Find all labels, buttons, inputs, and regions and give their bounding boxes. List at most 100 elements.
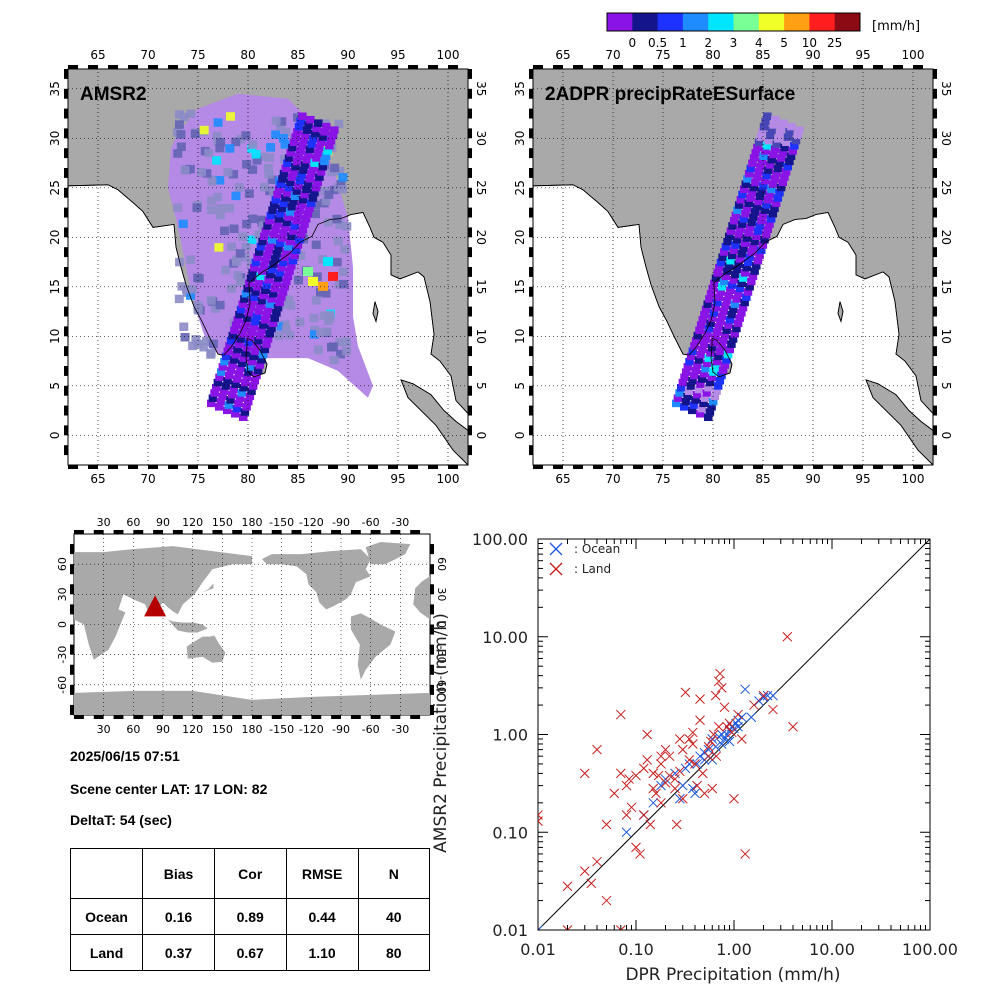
precip-cell	[285, 267, 294, 275]
precip-cell	[265, 300, 275, 308]
precip-cell	[264, 305, 273, 314]
lat-tick-label: 20	[474, 230, 488, 245]
precip-cell	[214, 243, 224, 252]
marker-stroke	[680, 687, 691, 698]
precip-cell	[739, 274, 748, 282]
marker-stroke	[601, 895, 612, 906]
precip-cell	[724, 262, 734, 270]
legend-label: : Ocean	[574, 542, 620, 556]
precip-cell	[256, 243, 266, 251]
world-lon-tick-label: 120	[182, 723, 203, 736]
precip-cell	[248, 269, 257, 277]
precip-cell	[196, 167, 206, 177]
lat-tick-label: 35	[474, 81, 488, 96]
world-lon-tick-label: 30	[97, 723, 111, 736]
precip-cell	[673, 394, 683, 402]
scatter-point-land	[626, 802, 637, 813]
precip-cell	[749, 213, 758, 221]
scatter-point-land	[703, 741, 714, 752]
marker-stroke	[549, 542, 563, 556]
precip-cell	[711, 274, 721, 282]
precip-cell	[274, 274, 283, 282]
precip-cell	[232, 257, 242, 267]
precip-cell	[691, 366, 701, 375]
precip-cell	[325, 310, 335, 320]
precip-cell	[265, 153, 275, 162]
precip-cell	[297, 171, 307, 180]
scatter-point-land	[736, 734, 747, 744]
scatter-point-land	[579, 866, 590, 877]
precip-cell	[762, 201, 771, 209]
precip-cell	[221, 352, 231, 361]
precip-cell	[201, 336, 211, 346]
precip-cell	[752, 173, 762, 181]
precip-cell	[709, 338, 719, 347]
lon-tick-label: 100	[902, 472, 925, 486]
border-check	[468, 88, 472, 99]
precip-cell	[178, 219, 188, 229]
border-check	[390, 715, 401, 719]
marker-stroke	[621, 780, 632, 791]
precip-cell	[780, 173, 789, 181]
border-check	[529, 405, 533, 416]
marker-stroke	[615, 709, 626, 720]
precip-cell	[309, 135, 318, 143]
precip-cell	[296, 117, 305, 126]
stats-cell: 0.67	[213, 934, 287, 971]
world-lat-tick-label: 60	[435, 557, 448, 571]
precip-cell	[279, 199, 289, 207]
precip-cell	[791, 136, 801, 145]
precip-cell	[330, 163, 340, 173]
border-check	[813, 465, 823, 469]
precip-cell	[727, 310, 736, 319]
border-check	[108, 65, 118, 69]
precip-cell	[179, 112, 189, 122]
scatter-point-ocean	[677, 780, 688, 791]
lat-tick-label: 15	[513, 279, 527, 294]
precip-cell	[313, 178, 323, 187]
border-check	[430, 564, 434, 575]
precip-cell	[288, 256, 298, 265]
marker-stroke	[716, 729, 727, 740]
precip-cell	[695, 326, 704, 335]
border-check	[188, 465, 198, 469]
border-check	[468, 187, 472, 198]
precip-cell	[258, 350, 268, 359]
precip-cell	[255, 248, 264, 256]
precip-cell	[177, 282, 187, 291]
precip-cell	[332, 257, 342, 267]
map-title-amsr2: AMSR2	[80, 84, 147, 105]
marker-stroke	[687, 727, 698, 738]
world-lon-tick-label: -90	[332, 723, 350, 736]
precip-cell	[225, 144, 235, 153]
precip-cell	[747, 277, 756, 286]
precip-cell	[721, 302, 730, 310]
precip-cell	[296, 251, 306, 260]
marker-stroke	[708, 729, 719, 740]
border-check	[64, 168, 68, 178]
border-check	[833, 65, 843, 69]
border-check	[291, 530, 302, 534]
precip-cell	[245, 363, 255, 371]
precip-cell	[173, 149, 183, 158]
precip-cell	[787, 122, 796, 131]
marker-stroke	[674, 734, 685, 744]
precip-cell	[783, 133, 793, 141]
border-check	[70, 604, 74, 615]
coastline	[245, 337, 268, 378]
precip-cell	[732, 236, 742, 244]
world-lon-tick-label: 90	[156, 516, 170, 529]
precip-cell	[336, 179, 346, 189]
precip-cell	[759, 122, 769, 131]
border-check	[933, 405, 937, 416]
precip-cell	[692, 390, 702, 399]
colorbar-frame	[606, 12, 861, 32]
marker-stroke	[670, 774, 680, 784]
border-check	[468, 366, 472, 376]
border-check	[390, 530, 401, 534]
precip-cell	[213, 192, 223, 202]
precip-cell	[296, 147, 305, 155]
precip-cell	[317, 255, 327, 264]
scatter-point-ocean	[680, 763, 691, 774]
